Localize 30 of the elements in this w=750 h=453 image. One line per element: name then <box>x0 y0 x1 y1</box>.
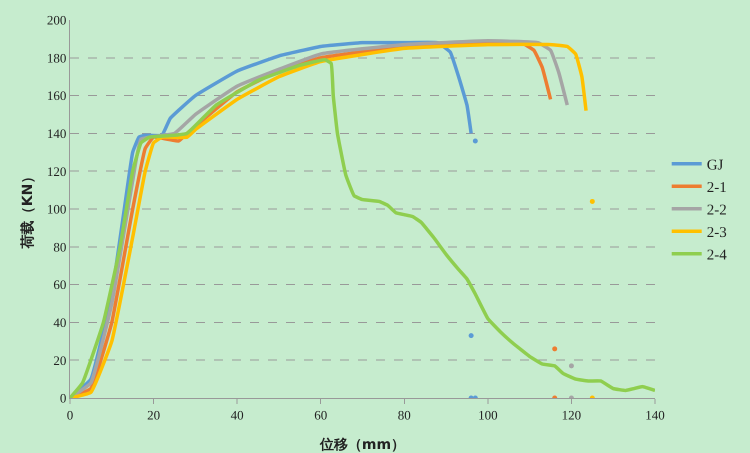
y-tick-label: 80 <box>53 239 66 254</box>
point <box>568 363 574 368</box>
y-tick-label: 60 <box>53 277 66 292</box>
y-tick-label: 40 <box>53 314 66 330</box>
legend-label: 2-2 <box>706 202 727 219</box>
point <box>472 138 478 144</box>
legend-label: 2-3 <box>706 225 727 242</box>
legend-label: 2-4 <box>706 248 728 264</box>
y-tick-label: 200 <box>46 12 66 28</box>
y-tick-label: 0 <box>60 390 66 406</box>
y-tick-label: 180 <box>46 50 66 66</box>
point <box>590 198 595 204</box>
y-tick-label: 100 <box>46 202 66 217</box>
legend-label: 2-1 <box>706 180 727 196</box>
x-tick-label: 20 <box>147 408 160 423</box>
point <box>552 346 558 352</box>
y-tick-label: 120 <box>46 164 66 179</box>
x-tick-label: 60 <box>314 408 328 423</box>
x-tick-label: 40 <box>230 408 244 423</box>
y-tick-label: 160 <box>46 88 66 104</box>
point <box>468 333 474 338</box>
x-axis-title: 位移（mm） <box>318 437 406 453</box>
x-tick-label: 80 <box>398 408 411 423</box>
x-tick-label: 140 <box>645 408 665 423</box>
x-tick-label: 100 <box>478 408 498 423</box>
y-tick-label: 140 <box>46 126 66 141</box>
y-tick-label: 20 <box>53 352 66 368</box>
y-axis-title: 荷载（KN） <box>20 170 36 250</box>
legend-label: GJ <box>706 158 724 174</box>
x-tick-label: 120 <box>562 408 582 423</box>
